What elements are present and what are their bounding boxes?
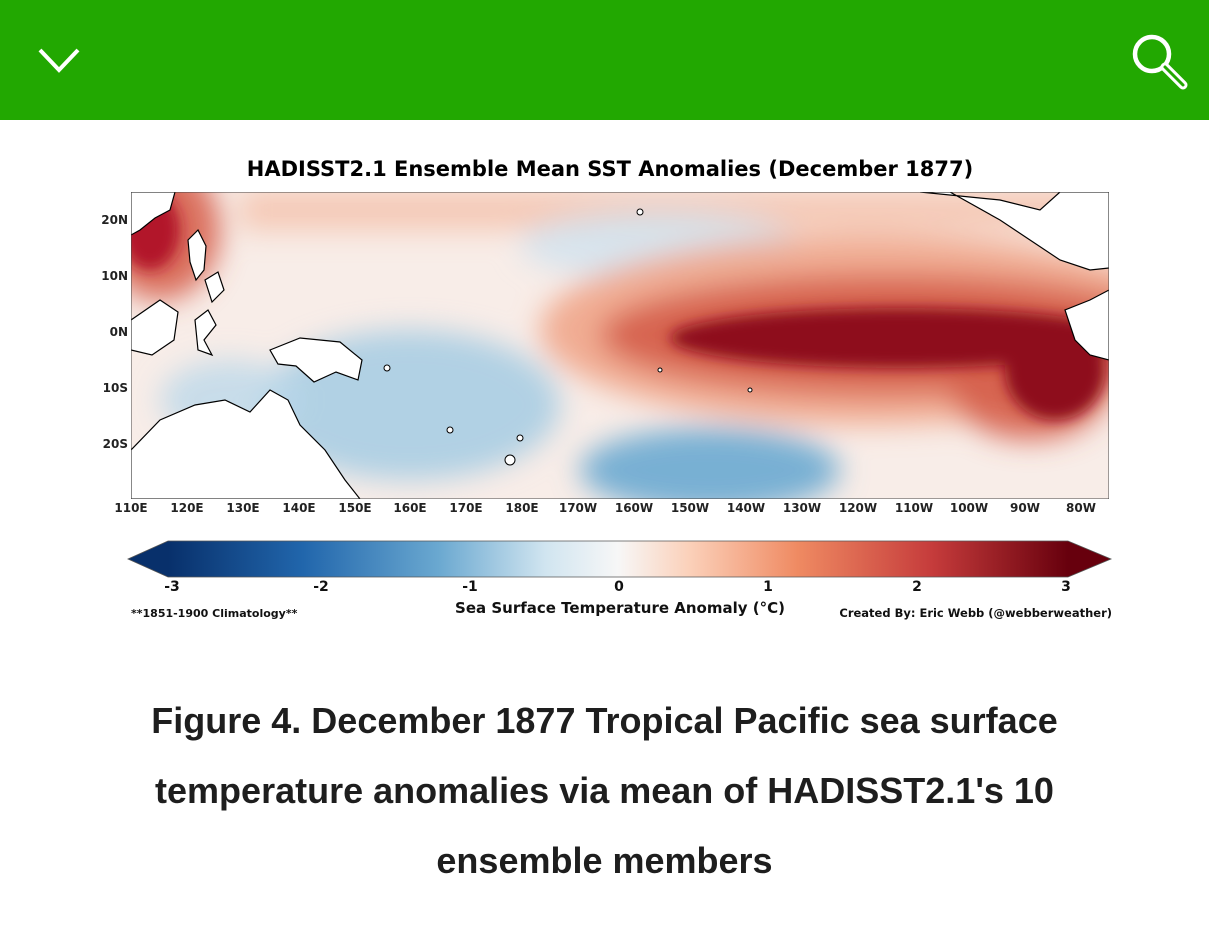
lat-label: 20S	[103, 437, 128, 451]
caption-line: temperature anomalies via mean of HADISS…	[155, 770, 1054, 811]
lon-label: 110W	[895, 501, 933, 515]
lon-label: 110E	[114, 501, 147, 515]
lon-label: 160E	[393, 501, 426, 515]
figure-caption: Figure 4. December 1877 Tropical Pacific…	[60, 686, 1149, 896]
figure-title: HADISST2.1 Ensemble Mean SST Anomalies (…	[247, 157, 973, 181]
caption-line: ensemble members	[436, 840, 773, 881]
sst-map	[131, 192, 1109, 499]
lon-label: 120E	[170, 501, 203, 515]
colorbar-tick: -1	[462, 579, 478, 595]
colorbar	[127, 540, 1113, 578]
lat-label: 10N	[101, 269, 128, 283]
menu-toggle-button[interactable]	[34, 38, 86, 82]
lat-label: 0N	[110, 325, 128, 339]
lon-label: 80W	[1066, 501, 1096, 515]
climatology-note: **1851-1900 Climatology**	[131, 607, 298, 620]
figure-credit: Created By: Eric Webb (@webberweather)	[839, 606, 1112, 620]
lon-label: 120W	[839, 501, 877, 515]
lon-label: 100W	[950, 501, 988, 515]
lon-label: 130E	[226, 501, 259, 515]
colorbar-label: Sea Surface Temperature Anomaly (°C)	[455, 599, 785, 617]
lon-label: 140E	[282, 501, 315, 515]
search-button[interactable]	[1128, 30, 1190, 92]
lon-label: 140W	[727, 501, 765, 515]
lon-label: 170E	[449, 501, 482, 515]
lon-label: 150E	[338, 501, 371, 515]
lat-label: 10S	[103, 381, 128, 395]
colorbar-tick: 3	[1061, 579, 1071, 595]
chevron-down-icon	[38, 48, 80, 73]
caption-line: Figure 4. December 1877 Tropical Pacific…	[151, 700, 1058, 741]
lon-label: 150W	[671, 501, 709, 515]
sst-anomaly-figure: HADISST2.1 Ensemble Mean SST Anomalies (…	[100, 150, 1120, 630]
lon-label: 130W	[783, 501, 821, 515]
top-nav-bar	[0, 0, 1209, 120]
lon-label: 160W	[615, 501, 653, 515]
colorbar-tick: -3	[164, 579, 180, 595]
lat-label: 20N	[101, 213, 128, 227]
colorbar-tick: -2	[313, 579, 329, 595]
colorbar-tick: 2	[912, 579, 922, 595]
lon-label: 180E	[505, 501, 538, 515]
lon-label: 170W	[559, 501, 597, 515]
search-icon	[1132, 34, 1188, 90]
colorbar-tick: 0	[614, 579, 624, 595]
lon-label: 90W	[1010, 501, 1040, 515]
colorbar-tick: 1	[763, 579, 773, 595]
